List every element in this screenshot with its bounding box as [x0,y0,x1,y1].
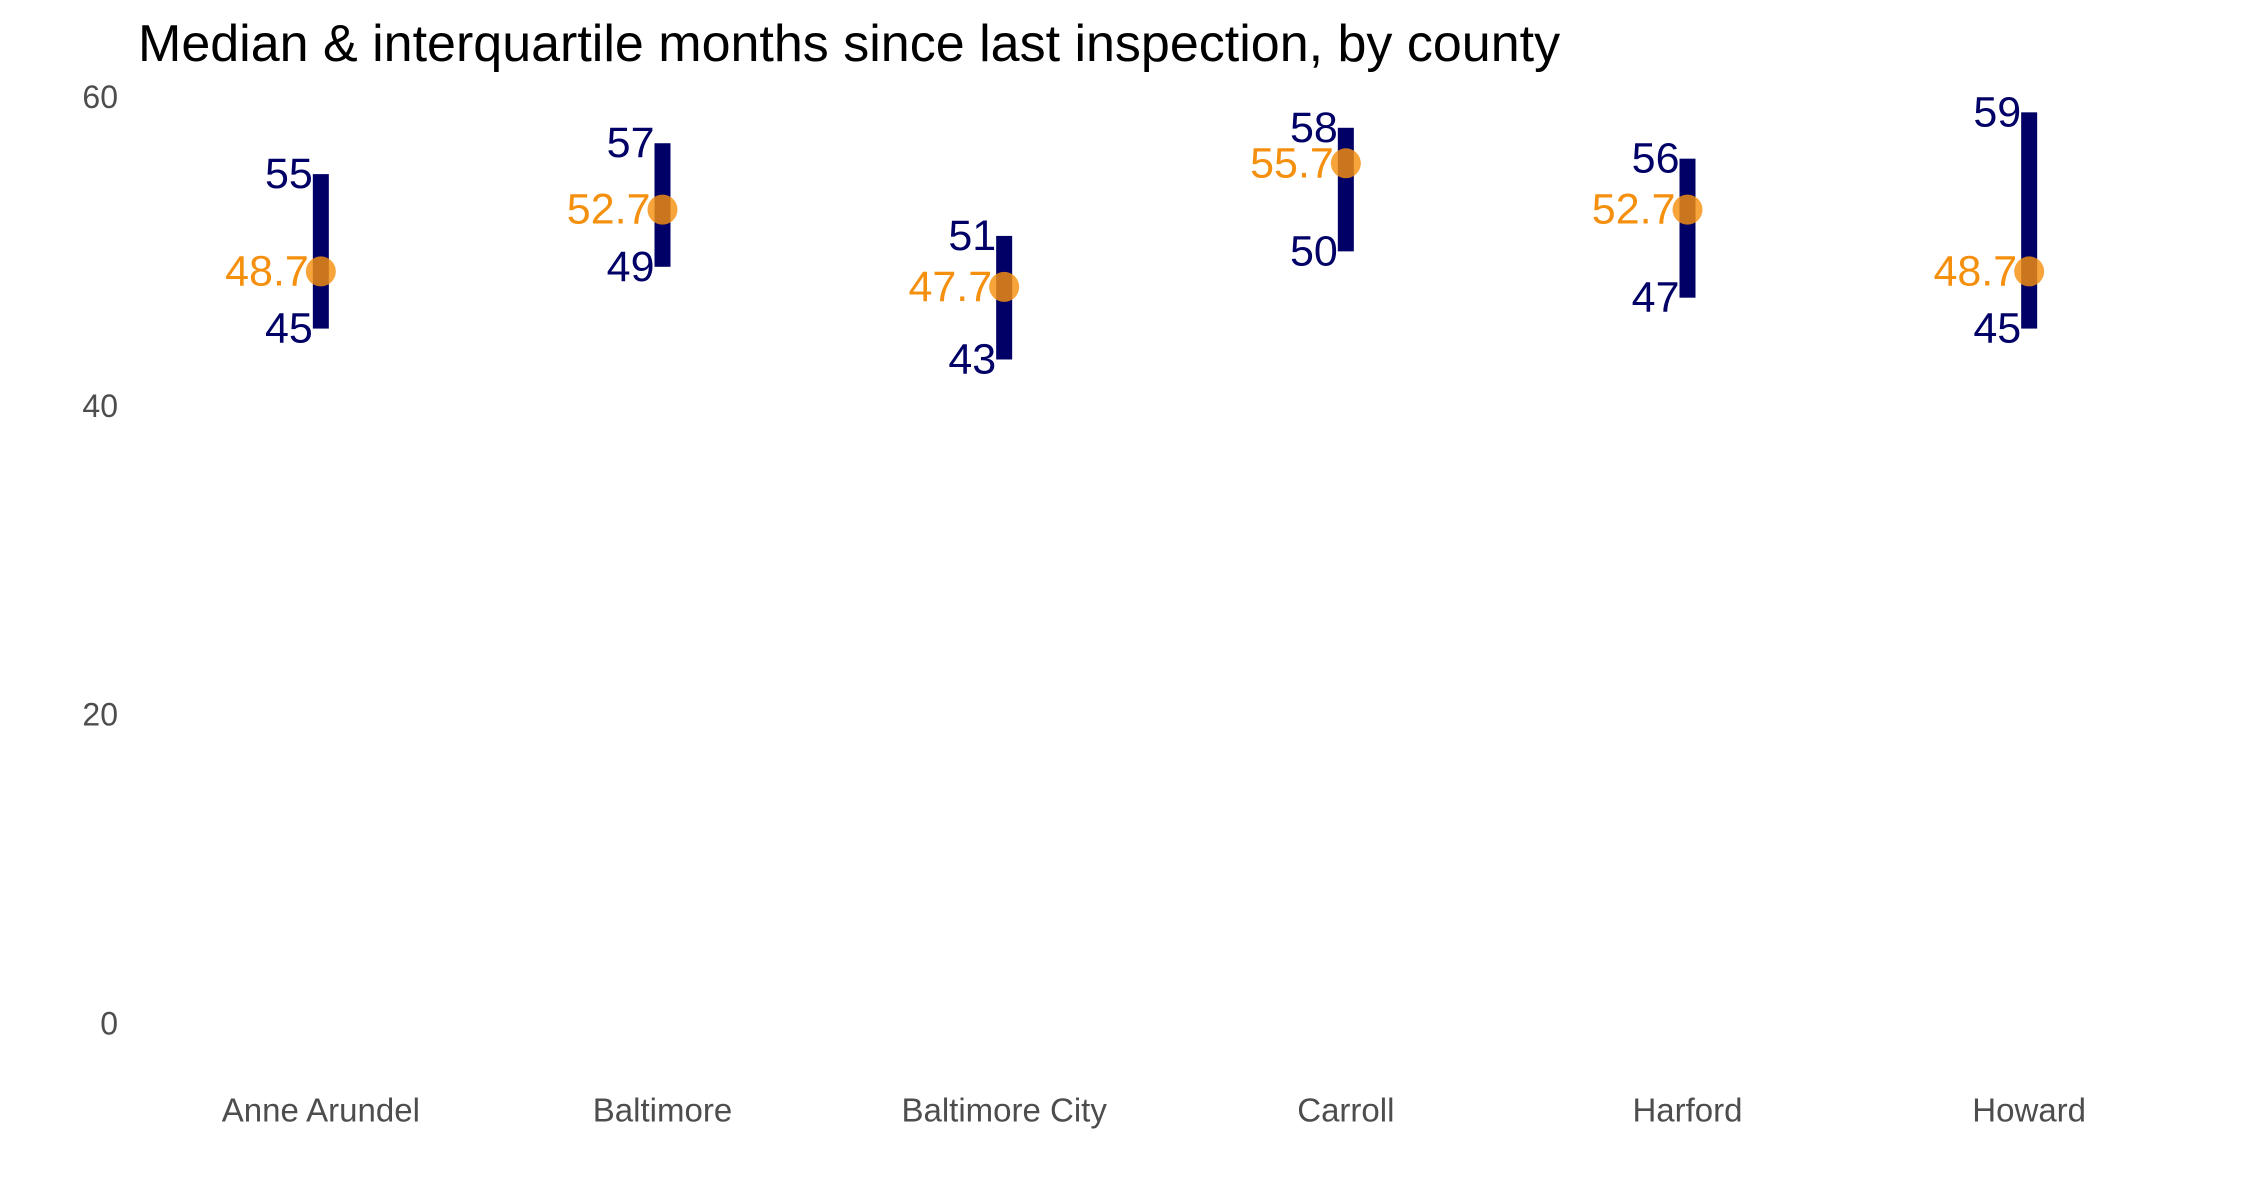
median-point [305,256,336,287]
median-label: 48.7 [1933,247,2017,295]
x-tick-label: Howard [1972,1092,2086,1129]
q1-label: 50 [1290,227,1338,275]
median-point [647,194,678,225]
x-tick-label: Baltimore [593,1092,732,1129]
x-tick-label: Carroll [1297,1092,1394,1129]
median-label: 55.7 [1250,139,1334,187]
median-point [1330,148,1361,179]
iqr-range-bar [312,174,329,329]
median-label: 47.7 [908,263,992,311]
x-tick-label: Baltimore City [901,1092,1107,1129]
y-axis: 0 20 40 60 [82,79,118,1042]
y-tick-label: 0 [100,1006,118,1042]
x-tick-label: Harford [1632,1092,1742,1129]
median-point [2014,256,2045,287]
q3-label: 58 [1290,104,1338,152]
y-tick-label: 60 [82,79,118,115]
iqr-range-bar [1337,127,1354,252]
q1-label: 43 [948,335,996,383]
q1-label: 49 [607,243,655,291]
q3-label: 56 [1632,135,1680,183]
iqr-range-bar [2021,112,2038,329]
x-axis: Anne Arundel Baltimore Baltimore City Carro… [222,1092,2086,1129]
q1-label: 47 [1632,274,1680,322]
q1-label: 45 [1973,305,2021,353]
q3-label: 51 [948,212,996,260]
chart-title: Median & interquartile months since last… [138,15,1561,73]
x-tick-label: Anne Arundel [222,1092,420,1129]
chart-marks: 55 45 48.7 57 49 52.7 51 43 47.7 58 50 55.7 56 47 52.7… [225,88,2045,383]
median-point [989,271,1020,302]
q3-label: 55 [265,150,313,198]
median-point [1672,194,1703,225]
median-label: 48.7 [225,247,309,295]
median-label: 52.7 [1592,186,1676,234]
y-tick-label: 20 [82,697,118,733]
iqr-range-bar [1679,158,1696,298]
q3-label: 57 [607,119,655,167]
y-tick-label: 40 [82,388,118,424]
q1-label: 45 [265,305,313,353]
median-label: 52.7 [567,186,651,234]
q3-label: 59 [1973,88,2021,136]
